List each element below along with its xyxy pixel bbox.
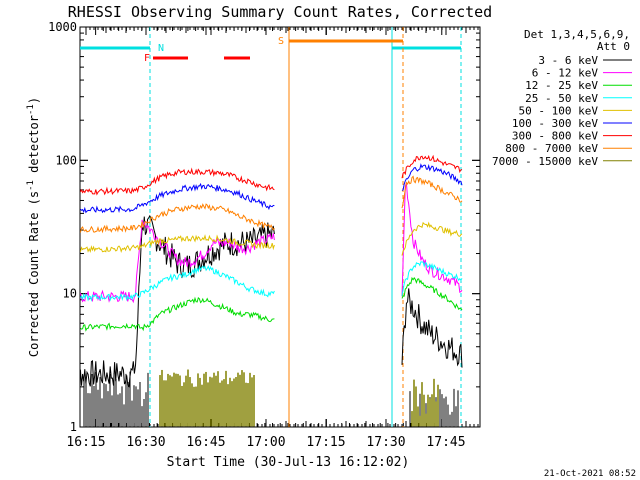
series-line [79,214,275,388]
legend-label: 100 - 300 keV [512,117,598,130]
legend-label: 50 - 100 keV [519,104,599,117]
series-7 [79,175,463,234]
series-6 [79,154,463,196]
legend-label: 12 - 25 keV [525,79,598,92]
series-line [401,182,463,297]
plot-frame [79,26,481,428]
series-5 [80,163,463,214]
series-line [79,234,275,253]
y-axis-label-part: ) [27,97,41,104]
legend-header-line: Det 1,3,4,5,6,9, [524,28,630,41]
legend-label: 3 - 6 keV [538,54,598,67]
series-line [79,167,275,196]
series-line [79,264,275,302]
series-line [401,288,463,368]
series-line [401,221,463,256]
x-tick-label: 16:15 [66,435,105,450]
series-line [401,276,463,311]
marker-label-n: N [158,43,164,54]
series-line [401,261,463,297]
y-tick-label: 10 [63,287,77,301]
chart-title: RHESSI Observing Summary Count Rates, Co… [68,3,492,21]
legend-label: 300 - 800 keV [512,130,598,143]
y-tick-label: 1 [70,420,77,434]
series-line [401,175,463,209]
marker-label-f: F [144,53,150,64]
y-axis-label-part: Corrected Count Rate (s [27,191,41,357]
x-tick-label: 17:45 [426,435,465,450]
x-tick-label: 17:00 [246,435,285,450]
plot-area: 1 10 100 1000 16:15 16:30 16:45 17:00 17:15 17:30… [48,20,481,450]
series-2 [80,276,463,332]
series-line [401,163,463,191]
x-tick-label: 16:30 [126,435,165,450]
y-tick-label: 1000 [48,20,77,34]
y-axis-label-part: detector [27,115,41,180]
x-axis-label: Start Time (30-Jul-13 16:12:02) [167,455,410,470]
x-tick-label: 16:45 [186,435,225,450]
series-8 [159,369,439,427]
x-tick-label: 17:15 [306,435,345,450]
legend-label: 25 - 50 keV [525,92,598,105]
series-line [79,219,275,304]
series-1 [79,182,463,304]
marker-label-s: S [278,36,284,47]
y-axis-label-part: -1 [26,180,36,191]
y-axis-label-part: -1 [26,104,36,115]
legend-label: 800 - 7000 keV [505,142,598,155]
series-line [80,182,275,214]
series-line [401,154,463,179]
x-tick-label: 17:30 [366,435,405,450]
series-3 [79,261,463,302]
series-line [79,203,275,234]
y-tick-label: 100 [55,153,77,167]
footer-timestamp: 21-Oct-2021 08:52 [544,469,636,479]
series-line [80,296,275,332]
series-4 [79,221,463,256]
legend-label: 6 - 12 keV [532,67,599,80]
legend-header-line: Att 0 [597,40,630,53]
legend-label: 7000 - 15000 keV [492,155,598,168]
y-axis-label: Corrected Count Rate (s-1 detector-1) [26,97,41,357]
